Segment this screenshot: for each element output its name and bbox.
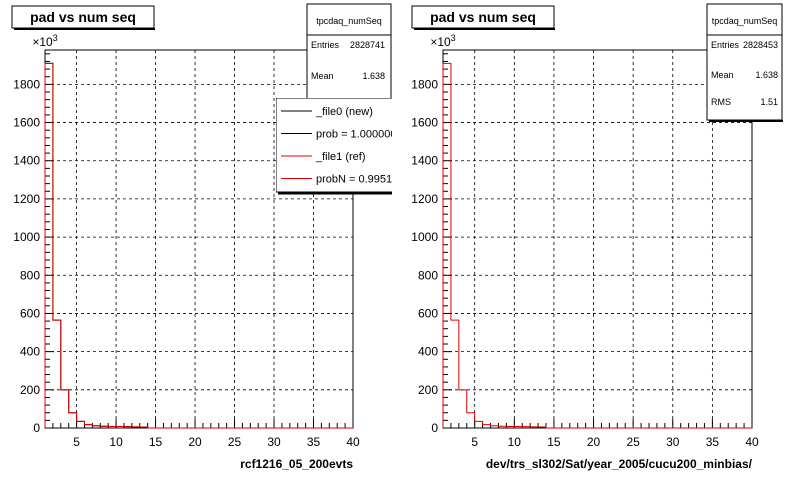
y-tick-label: 1600 bbox=[13, 116, 40, 130]
y-tick-label: 1200 bbox=[411, 192, 438, 206]
x-tick-label: 20 bbox=[587, 435, 601, 449]
y-axis-multiplier: ×103 bbox=[32, 33, 57, 49]
stats-label: Entries bbox=[311, 40, 340, 50]
x-tick-label: 30 bbox=[666, 435, 680, 449]
y-tick-label: 1400 bbox=[13, 154, 40, 168]
stats-value: 1.638 bbox=[362, 71, 385, 81]
x-tick-label: 10 bbox=[109, 435, 123, 449]
histogram-series-2 bbox=[44, 62, 353, 429]
y-tick-label: 1000 bbox=[411, 230, 438, 244]
x-axis-label: rcf1216_05_200evts bbox=[240, 457, 353, 471]
stats-label: Mean bbox=[311, 71, 334, 81]
x-tick-label: 40 bbox=[745, 435, 759, 449]
y-tick-label: 400 bbox=[418, 345, 438, 359]
y-tick-label: 1200 bbox=[13, 192, 40, 206]
y-tick-label: 0 bbox=[431, 421, 438, 435]
stats-value: 1.638 bbox=[755, 70, 778, 80]
histogram-panel-1: 5 10 15 20 25 30 35 400200400600800100012001400… bbox=[11, 3, 404, 471]
stats-label: Entries bbox=[711, 40, 740, 50]
stats-label: Mean bbox=[711, 70, 734, 80]
y-tick-label: 1600 bbox=[411, 116, 438, 130]
x-tick-label: 15 bbox=[547, 435, 561, 449]
legend-entry-label: prob = 1.000000 bbox=[316, 129, 396, 141]
stats-label: RMS bbox=[711, 97, 731, 107]
histogram-series-1 bbox=[442, 62, 752, 429]
y-axis-multiplier-base: ×10 bbox=[32, 35, 53, 49]
y-axis-multiplier: ×103 bbox=[430, 33, 455, 49]
x-tick-label: 5 bbox=[471, 435, 478, 449]
y-tick-label: 600 bbox=[418, 306, 438, 320]
stats-name: tpcdaq_numSeq bbox=[712, 16, 778, 26]
legend-entry-label: _file1 (ref) bbox=[315, 151, 366, 163]
y-tick-label: 1400 bbox=[411, 154, 438, 168]
x-axis-label: dev/trs_sl302/Sat/year_2005/cucu200_minb… bbox=[486, 457, 753, 471]
y-tick-label: 1000 bbox=[13, 230, 40, 244]
y-tick-label: 400 bbox=[20, 345, 40, 359]
y-axis-multiplier-exponent: 3 bbox=[53, 33, 58, 43]
legend: _file0 (new) prob = 1.000000 _file1 (ref) p… bbox=[276, 98, 404, 195]
stats-value: 1.51 bbox=[760, 97, 778, 107]
y-tick-label: 1800 bbox=[13, 77, 40, 91]
y-tick-label: 200 bbox=[418, 383, 438, 397]
stats-box bbox=[706, 3, 783, 121]
x-tick-label: 30 bbox=[267, 435, 281, 449]
legend-entry-label: probN = 0.995194 bbox=[316, 174, 404, 186]
legend-box bbox=[276, 98, 392, 193]
histogram-panel-2: 5 10 15 20 25 30 35 400200400600800100012001400… bbox=[411, 3, 783, 471]
y-axis-multiplier-base: ×10 bbox=[430, 35, 451, 49]
x-tick-label: 15 bbox=[149, 435, 163, 449]
x-tick-label: 5 bbox=[73, 435, 80, 449]
chart-title: pad vs num seq bbox=[430, 9, 536, 25]
x-tick-label: 25 bbox=[626, 435, 640, 449]
chart-title: pad vs num seq bbox=[30, 9, 136, 25]
x-tick-label: 40 bbox=[346, 435, 360, 449]
plot-frame bbox=[442, 49, 753, 429]
y-tick-label: 1800 bbox=[411, 77, 438, 91]
x-tick-label: 35 bbox=[706, 435, 720, 449]
y-tick-label: 800 bbox=[418, 268, 438, 282]
y-axis-multiplier-exponent: 3 bbox=[451, 33, 456, 43]
x-tick-label: 35 bbox=[307, 435, 321, 449]
stats-name: tpcdaq_numSeq bbox=[316, 16, 382, 26]
legend-entry-label: _file0 (new) bbox=[315, 106, 373, 118]
x-tick-label: 10 bbox=[508, 435, 522, 449]
stats-value: 2828453 bbox=[743, 40, 778, 50]
y-tick-label: 600 bbox=[20, 306, 40, 320]
stats-value: 2828741 bbox=[350, 40, 385, 50]
x-tick-label: 20 bbox=[188, 435, 202, 449]
y-tick-label: 0 bbox=[33, 421, 40, 435]
x-tick-label: 25 bbox=[228, 435, 242, 449]
y-tick-label: 200 bbox=[20, 383, 40, 397]
y-tick-label: 800 bbox=[20, 268, 40, 282]
